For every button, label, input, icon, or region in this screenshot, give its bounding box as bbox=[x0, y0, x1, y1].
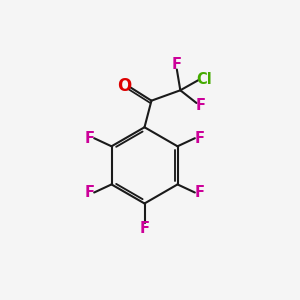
Text: F: F bbox=[196, 98, 206, 113]
Text: F: F bbox=[172, 57, 182, 72]
Text: O: O bbox=[117, 77, 131, 95]
Text: F: F bbox=[194, 131, 205, 146]
Text: F: F bbox=[194, 185, 205, 200]
Text: F: F bbox=[140, 221, 149, 236]
Text: F: F bbox=[85, 131, 94, 146]
Text: Cl: Cl bbox=[196, 72, 212, 87]
Text: F: F bbox=[85, 185, 94, 200]
